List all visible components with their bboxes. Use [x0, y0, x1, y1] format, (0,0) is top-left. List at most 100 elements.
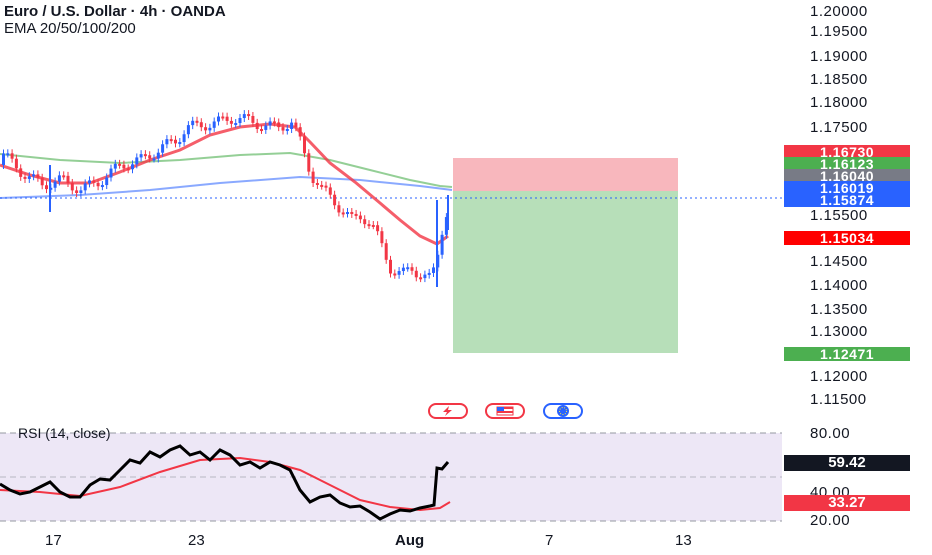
candle — [298, 127, 302, 137]
candle — [105, 177, 109, 186]
indicator-legend[interactable]: EMA 20/50/100/200 — [4, 20, 136, 37]
ema-50-price-tag[interactable]: 1.16123 — [784, 157, 910, 171]
candle — [161, 144, 165, 153]
candle — [195, 120, 199, 123]
candle — [324, 185, 328, 188]
candle — [255, 122, 259, 130]
candle — [303, 136, 306, 154]
candle — [414, 270, 418, 278]
candle — [10, 153, 14, 159]
candle — [406, 267, 410, 270]
rsi-axis-label: 80.00 — [810, 425, 851, 442]
candle — [27, 176, 31, 179]
candle — [186, 125, 190, 135]
candle — [88, 180, 91, 184]
candle — [234, 123, 238, 126]
candle — [204, 127, 208, 131]
price-label: 1.13000 — [810, 323, 868, 340]
ema-100-price-tag[interactable]: 1.16019 — [784, 181, 910, 195]
candle — [281, 127, 285, 131]
price-label: 1.12000 — [810, 368, 868, 385]
candle — [221, 116, 225, 119]
candle — [100, 185, 104, 188]
candle — [384, 243, 388, 260]
candle — [36, 174, 40, 178]
symbol-title[interactable]: Euro / U.S. Dollar · 4h · OANDA — [4, 3, 226, 20]
candle — [122, 164, 126, 169]
time-axis-label: 17 — [45, 532, 62, 549]
candle — [272, 121, 276, 124]
candle — [285, 128, 289, 131]
stop-loss-zone[interactable] — [453, 158, 678, 191]
candle — [225, 116, 229, 121]
candle — [367, 224, 371, 227]
candle — [432, 267, 435, 273]
candle — [346, 212, 349, 215]
candle — [315, 183, 319, 186]
candle — [174, 139, 177, 144]
stop-loss-price-tag[interactable]: 1.16730 — [784, 145, 910, 159]
candle — [389, 259, 392, 274]
rsi-ma-value-tag[interactable]: 33.27 — [784, 495, 910, 511]
candle — [156, 152, 160, 159]
current-price-tag[interactable]: 1.15874 — [784, 193, 910, 207]
rsi-legend[interactable]: RSI (14, close) — [18, 425, 111, 441]
candle — [199, 122, 203, 128]
candle — [79, 190, 83, 193]
candle — [2, 153, 5, 165]
candle — [251, 115, 255, 123]
candle — [19, 168, 23, 177]
price-label: 1.19000 — [810, 48, 868, 65]
candle — [260, 129, 263, 132]
candle — [217, 116, 220, 122]
ema-50-line — [0, 151, 453, 188]
price-label: 1.18500 — [810, 71, 868, 88]
lightning-icon[interactable] — [428, 403, 468, 419]
price-label: 1.11500 — [810, 391, 867, 408]
candle — [393, 273, 397, 276]
candle — [191, 120, 195, 126]
price-label: 1.14000 — [810, 277, 868, 294]
rsi-line — [0, 444, 450, 521]
candle — [135, 157, 139, 165]
take-profit-zone[interactable] — [453, 191, 678, 353]
price-label: 1.18000 — [810, 94, 868, 111]
candle — [32, 174, 36, 177]
candle — [53, 181, 57, 188]
candle — [70, 182, 74, 191]
candle — [126, 168, 130, 171]
ema-20-price-tag[interactable]: 1.15034 — [784, 231, 910, 245]
entry-price-tag[interactable]: 1.16040 — [784, 169, 910, 183]
price-label: 1.17500 — [810, 119, 868, 136]
time-axis-label: 23 — [188, 532, 205, 549]
candle — [410, 267, 414, 271]
candle — [341, 212, 345, 215]
candle — [45, 185, 48, 190]
price-label: 1.15500 — [810, 207, 868, 224]
candle — [75, 190, 79, 193]
candle — [354, 213, 358, 216]
price-label: 1.20000 — [810, 3, 868, 20]
candle — [113, 163, 117, 169]
us-flag-icon[interactable] — [485, 403, 525, 419]
candle — [294, 122, 298, 128]
candle — [371, 224, 375, 227]
candle — [83, 183, 87, 191]
candle — [397, 271, 401, 275]
candle — [96, 182, 100, 187]
candle — [169, 139, 173, 142]
candle — [212, 121, 216, 128]
take-profit-price-tag[interactable]: 1.12471 — [784, 347, 910, 361]
ema-100-line — [0, 175, 453, 199]
candle — [40, 177, 44, 186]
candle — [131, 164, 134, 170]
candle — [14, 158, 18, 169]
candle — [328, 187, 332, 195]
time-axis-label: 7 — [545, 532, 554, 549]
candlesticks[interactable] — [2, 110, 449, 287]
eu-flag-icon[interactable] — [543, 403, 583, 419]
rsi-value-tag[interactable]: 59.42 — [784, 455, 910, 471]
candle — [66, 175, 70, 183]
